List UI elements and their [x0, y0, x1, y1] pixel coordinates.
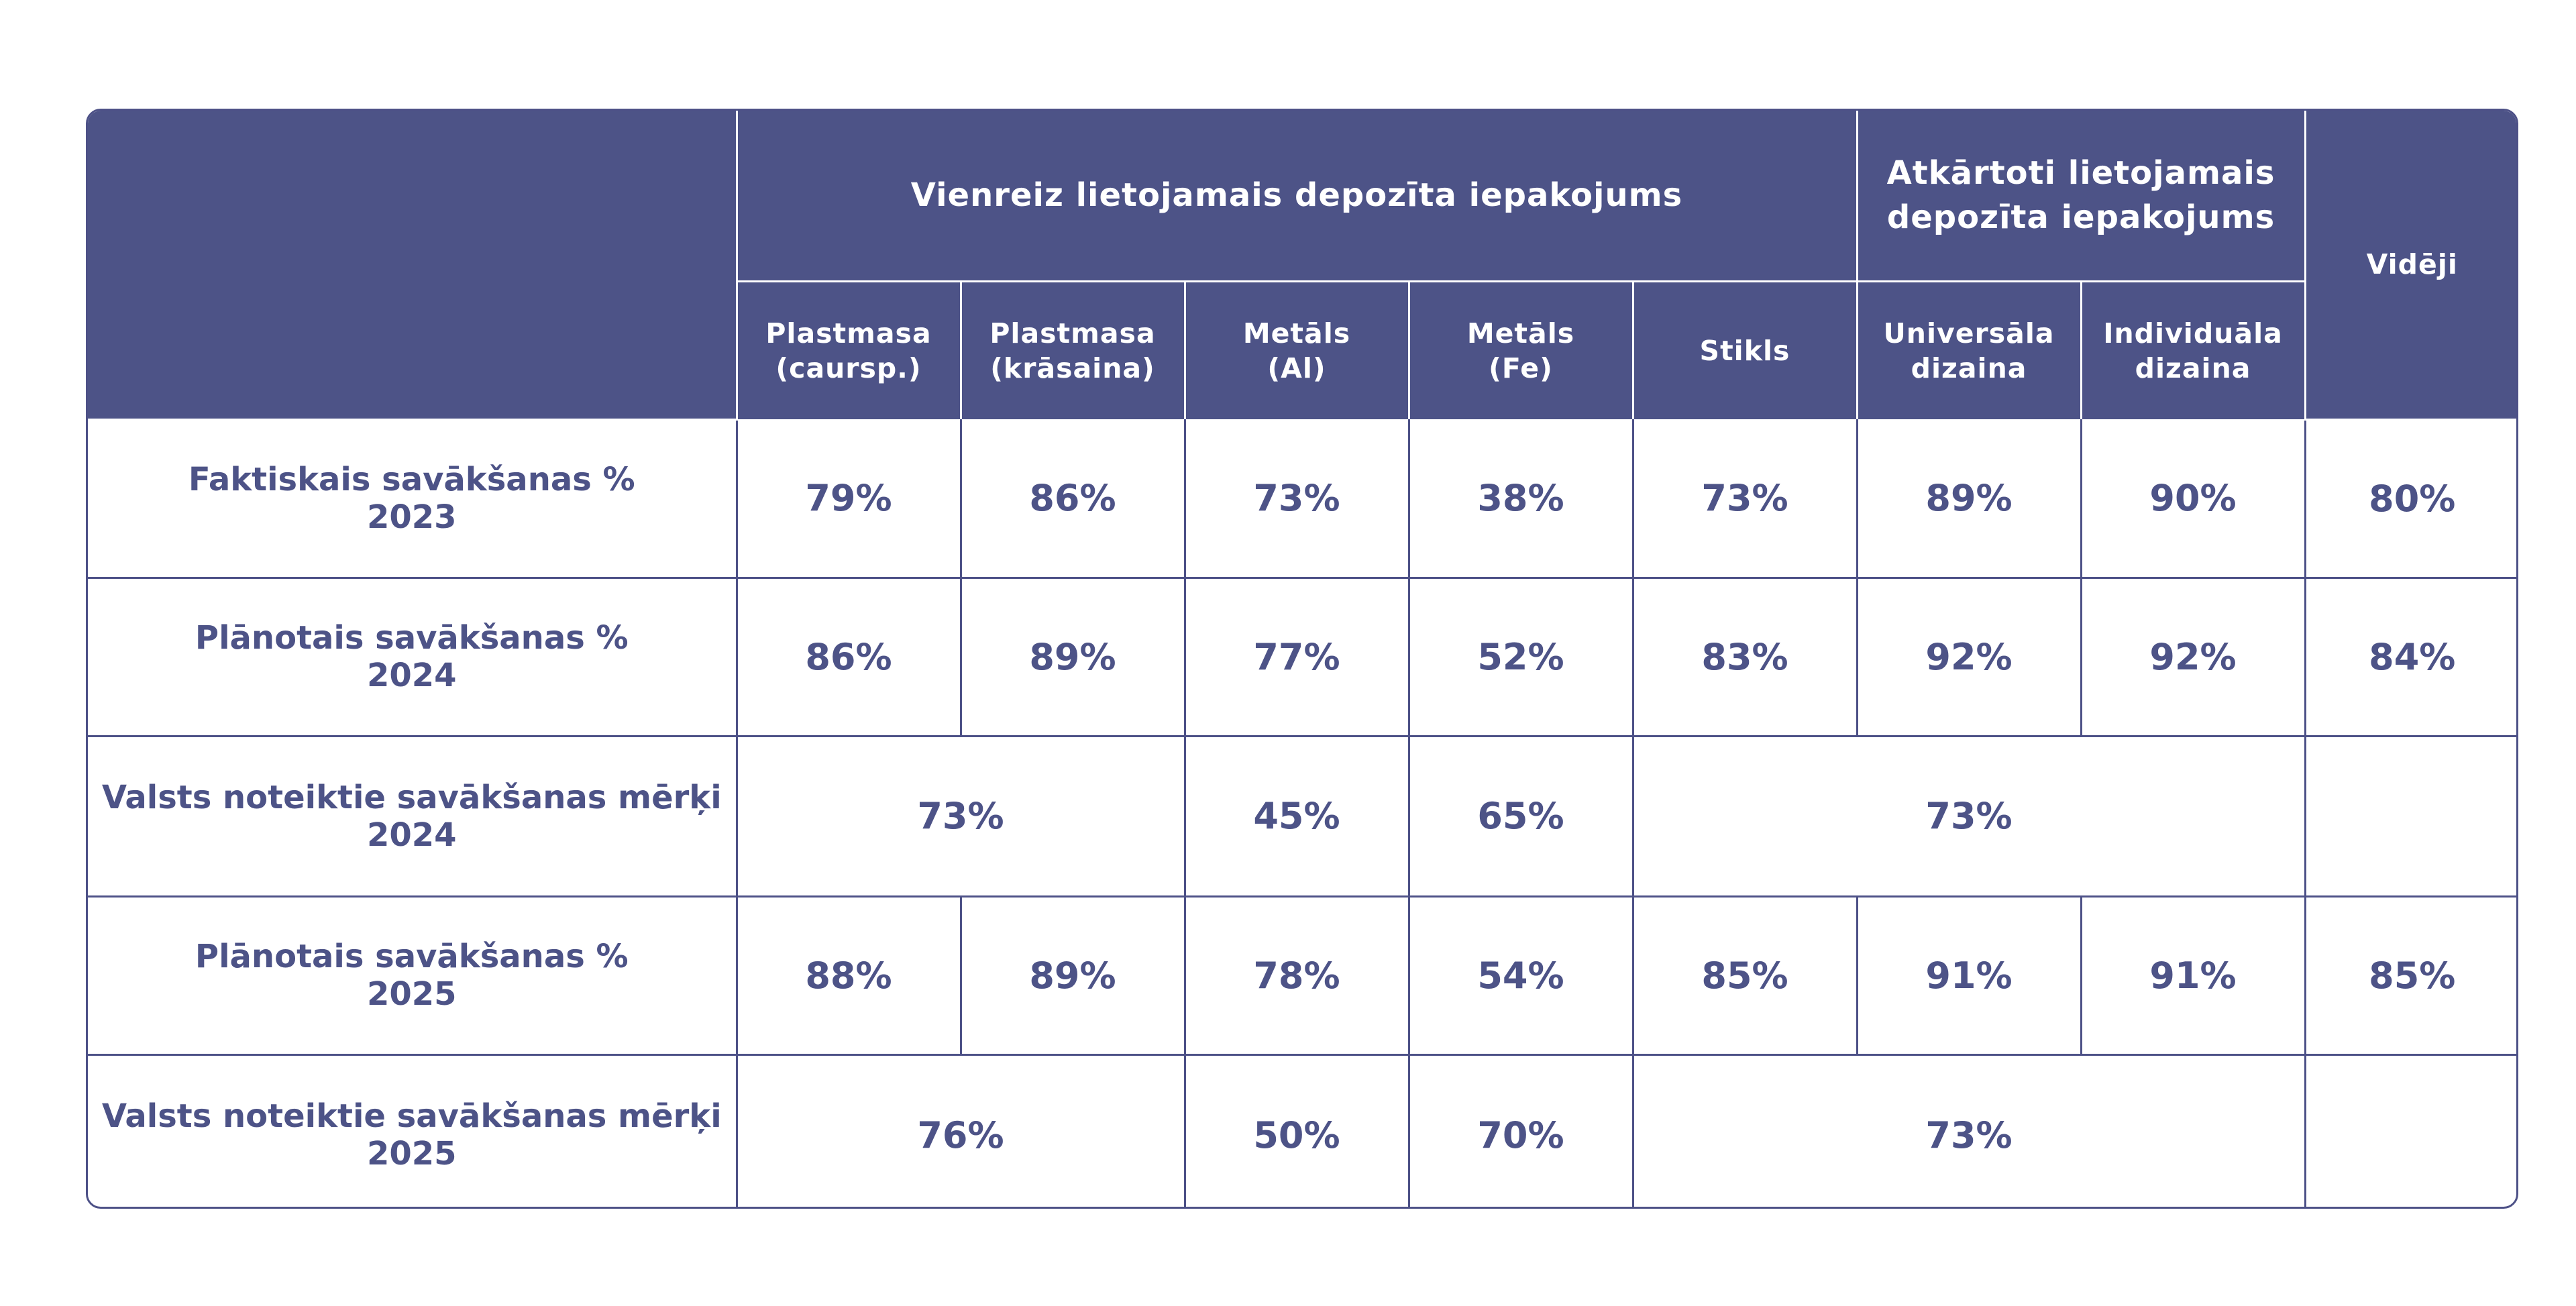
- table-cell: 73%: [1631, 419, 1858, 579]
- header-average: Vidēji: [2304, 111, 2516, 421]
- header-col-label: Stikls: [1699, 334, 1790, 367]
- table-cell: 79%: [735, 419, 962, 579]
- row-label: Plānotais savākšanas % 2025: [88, 895, 738, 1056]
- header-col-sublabel: (Fe): [1489, 351, 1553, 384]
- table-cell: 45%: [1183, 734, 1410, 897]
- header-group-reusable: Atkārtoti lietojamais depozīta iepakojum…: [1856, 111, 2306, 282]
- table-row: Faktiskais savākšanas % 2023 79% 86% 73%…: [88, 419, 2516, 579]
- row-label: Faktiskais savākšanas % 2023: [88, 419, 738, 579]
- table-cell-merged: 73%: [735, 734, 1186, 897]
- header-group-reusable-line2: depozīta iepakojums: [1886, 199, 2275, 237]
- table-row: Plānotais savākšanas % 2025 88% 89% 78% …: [88, 895, 2516, 1056]
- table-cell: 86%: [959, 419, 1186, 579]
- header-col-sublabel: dizaina: [2135, 351, 2251, 384]
- header-col-label: Metāls: [1466, 317, 1575, 349]
- collection-rates-table: Vienreiz lietojamais depozīta iepakojums…: [86, 109, 2518, 1209]
- table-cell: 50%: [1183, 1053, 1410, 1207]
- table-cell: 89%: [959, 895, 1186, 1056]
- table-cell: 85%: [1631, 895, 1858, 1056]
- header-group-single-use-label: Vienreiz lietojamais depozīta iepakojums: [910, 176, 1683, 215]
- header-col-label: Plastmasa: [765, 317, 932, 349]
- table-cell: 38%: [1407, 419, 1634, 579]
- average-cell: [2304, 734, 2516, 897]
- row-label: Plānotais savākšanas % 2024: [88, 576, 738, 737]
- table-row: Valsts noteiktie savākšanas mērķi 2025 7…: [88, 1053, 2516, 1207]
- table-cell: 65%: [1407, 734, 1634, 897]
- table-cell: 91%: [2080, 895, 2306, 1056]
- table-cell: 73%: [1183, 419, 1410, 579]
- table-cell: 78%: [1183, 895, 1410, 1056]
- table-cell: 77%: [1183, 576, 1410, 737]
- table-cell-merged: 76%: [735, 1053, 1186, 1207]
- header-col-plastic-colored: Plastmasa (krāsaina): [959, 280, 1186, 419]
- data-table: Vienreiz lietojamais depozīta iepakojums…: [88, 111, 2516, 1207]
- table-cell: 89%: [959, 576, 1186, 737]
- average-cell: 84%: [2304, 576, 2516, 737]
- header-col-sublabel: (caursp.): [775, 351, 922, 384]
- table-cell: 70%: [1407, 1053, 1634, 1207]
- table-row: Valsts noteiktie savākšanas mērķi 2024 7…: [88, 734, 2516, 897]
- table-cell: 83%: [1631, 576, 1858, 737]
- header-corner: [88, 111, 738, 421]
- table-cell: 91%: [1856, 895, 2082, 1056]
- table-cell: 54%: [1407, 895, 1634, 1056]
- header-col-plastic-clear: Plastmasa (caursp.): [737, 280, 962, 419]
- table-cell: 86%: [735, 576, 962, 737]
- header-col-sublabel: (krāsaina): [990, 351, 1155, 384]
- average-cell: 80%: [2304, 419, 2516, 579]
- header-col-sublabel: dizaina: [1911, 351, 2027, 384]
- table-cell: 52%: [1407, 576, 1634, 737]
- header-col-label: Plastmasa: [989, 317, 1156, 349]
- header-average-label: Vidēji: [2366, 248, 2458, 281]
- header-col-metal-al: Metāls (Al): [1183, 280, 1410, 419]
- row-label: Valsts noteiktie savākšanas mērķi 2025: [88, 1053, 738, 1207]
- header-row-groups: Vienreiz lietojamais depozīta iepakojums…: [88, 111, 2516, 421]
- table-row: Plānotais savākšanas % 2024 86% 89% 77% …: [88, 576, 2516, 737]
- average-cell: [2304, 1053, 2516, 1207]
- table-cell: 89%: [1856, 419, 2082, 579]
- table-cell-merged: 73%: [1631, 734, 2306, 897]
- header-col-metal-fe: Metāls (Fe): [1407, 280, 1634, 419]
- header-col-label: Metāls: [1242, 317, 1351, 349]
- header-col-individual: Individuāla dizaina: [2080, 280, 2306, 419]
- row-label: Valsts noteiktie savākšanas mērķi 2024: [88, 734, 738, 897]
- average-cell: 85%: [2304, 895, 2516, 1056]
- header-group-single-use: Vienreiz lietojamais depozīta iepakojums: [735, 111, 1858, 282]
- header-col-label: Individuāla: [2103, 317, 2283, 349]
- table-cell: 88%: [735, 895, 962, 1056]
- header-col-sublabel: (Al): [1267, 351, 1326, 384]
- table-cell-merged: 73%: [1631, 1053, 2306, 1207]
- table-cell: 90%: [2080, 419, 2306, 579]
- table-cell: 92%: [2080, 576, 2306, 737]
- header-col-universal: Universāla dizaina: [1856, 280, 2082, 419]
- header-col-glass: Stikls: [1631, 280, 1858, 419]
- table-cell: 92%: [1856, 576, 2082, 737]
- header-col-label: Universāla: [1883, 317, 2055, 349]
- header-group-reusable-line1: Atkārtoti lietojamais: [1886, 154, 2275, 193]
- header-row-columns: Plastmasa (caursp.) Plastmasa (krāsaina)…: [88, 280, 2516, 419]
